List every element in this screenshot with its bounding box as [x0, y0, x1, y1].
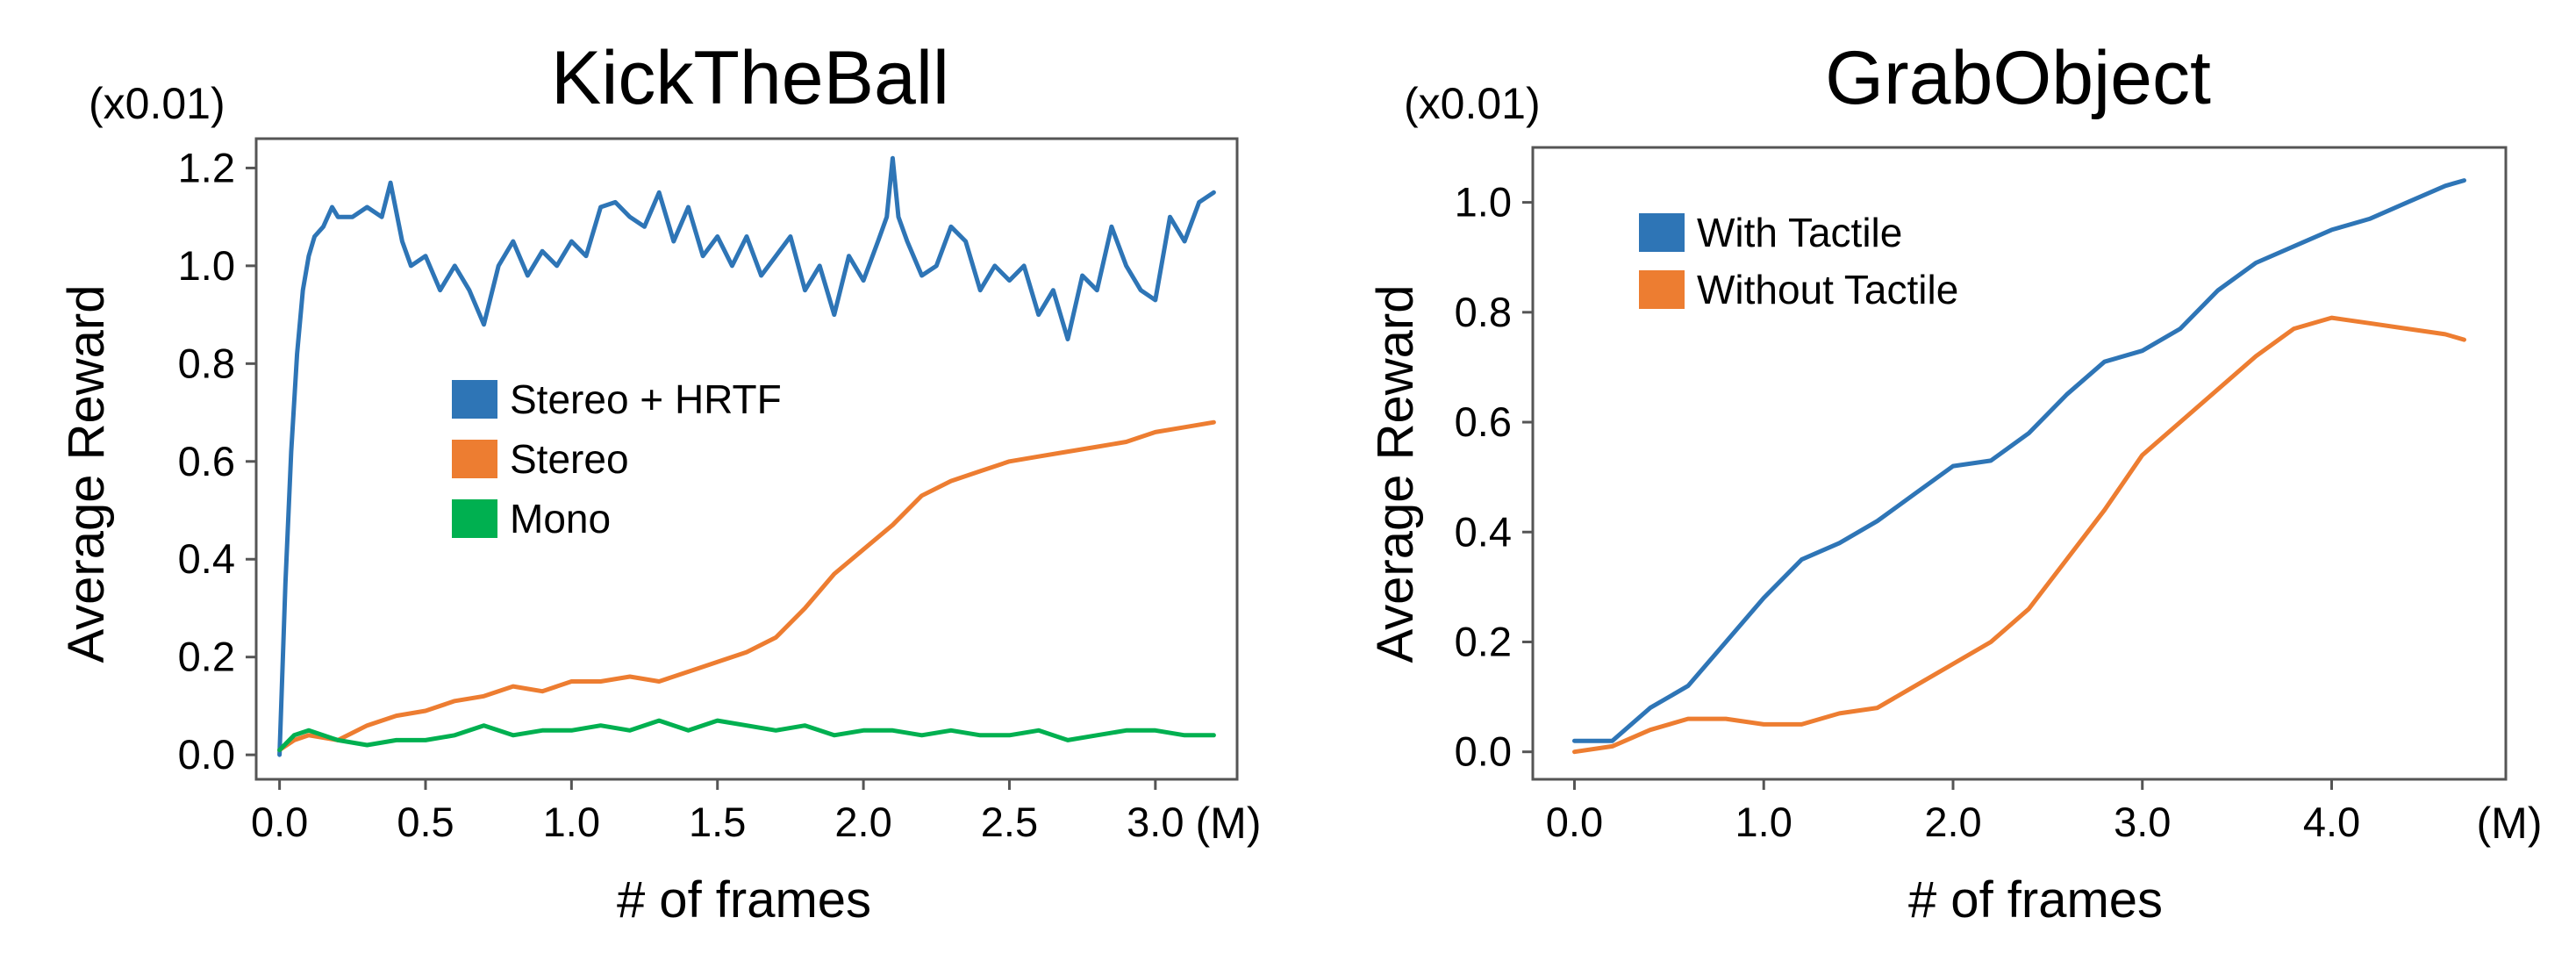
plot-area [254, 137, 1239, 781]
x-tick-label: 2.0 [834, 799, 891, 845]
x-axis-label: # of frames [617, 871, 871, 928]
y-axis-label: Average Reward [1367, 285, 1424, 663]
y-tick-label: 0.2 [1455, 618, 1512, 664]
x-tick-label: 0.0 [1546, 799, 1603, 845]
x-unit-label: (M) [2477, 799, 2543, 848]
legend-swatch [452, 499, 497, 538]
x-ticks: 0.0 1.0 2.0 3.0 4.0 [1546, 779, 2360, 845]
y-unit-label: (x0.01) [1404, 79, 1541, 128]
x-tick-label: 4.0 [2303, 799, 2360, 845]
y-tick-label: 0.0 [178, 731, 235, 778]
y-tick-label: 0.8 [1455, 289, 1512, 335]
legend: With Tactile Without Tactile [1639, 210, 1958, 312]
y-tick-label: 0.4 [1455, 508, 1512, 555]
legend-swatch [452, 380, 497, 419]
y-unit-label: (x0.01) [89, 79, 225, 128]
chart-kicktheball: KickTheBall (x0.01) (M) # of frames Aver… [58, 36, 1261, 928]
x-axis-label: # of frames [1908, 871, 2163, 928]
series-layer [1572, 178, 2466, 755]
x-tick-label: 3.0 [1127, 799, 1184, 845]
x-tick-label: 1.0 [1735, 799, 1792, 845]
x-tick-label: 1.5 [689, 799, 746, 845]
y-tick-label: 0.4 [178, 535, 235, 582]
x-tick-label: 0.5 [397, 799, 454, 845]
x-ticks: 0.0 0.5 1.0 1.5 2.0 2.5 3.0 [251, 779, 1184, 845]
series-line-with-tactile [1572, 178, 2466, 743]
legend-label: Mono [510, 496, 611, 541]
y-tick-label: 1.0 [178, 242, 235, 289]
legend-swatch [452, 440, 497, 478]
x-tick-label: 0.0 [251, 799, 308, 845]
y-tick-label: 0.0 [1455, 728, 1512, 775]
legend-label: Stereo [510, 436, 629, 482]
legend-label: Stereo + HRTF [510, 376, 782, 422]
y-tick-label: 1.2 [178, 144, 235, 190]
y-tick-label: 0.8 [178, 340, 235, 386]
legend-swatch [1639, 270, 1685, 309]
x-unit-label: (M) [1196, 799, 1262, 848]
y-tick-label: 0.6 [1455, 398, 1512, 445]
x-tick-label: 3.0 [2114, 799, 2171, 845]
x-tick-label: 2.5 [981, 799, 1038, 845]
chart-grabobject: GrabObject (x0.01) (M) # of frames Avera… [1367, 36, 2542, 928]
legend: Stereo + HRTF Stereo Mono [452, 376, 782, 541]
series-line-without-tactile [1572, 315, 2466, 755]
x-tick-label: 1.0 [543, 799, 600, 845]
series-line-stereo [277, 419, 1216, 753]
y-tick-label: 0.2 [178, 634, 235, 680]
series-line-stereo-hrtf [277, 155, 1216, 757]
plot-area [1531, 146, 2508, 781]
x-tick-label: 2.0 [1924, 799, 1981, 845]
y-axis-label: Average Reward [58, 285, 115, 663]
chart-title: GrabObject [1825, 36, 2211, 120]
series-layer [277, 155, 1216, 757]
legend-swatch [1639, 213, 1685, 252]
legend-label: Without Tactile [1697, 267, 1958, 312]
chart-title: KickTheBall [551, 36, 949, 120]
legend-label: With Tactile [1697, 210, 1902, 255]
series-line-mono [277, 718, 1216, 753]
y-ticks: 0.0 0.2 0.4 0.6 0.8 1.0 [1455, 179, 1533, 775]
y-tick-label: 1.0 [1455, 179, 1512, 226]
y-ticks: 0.0 0.2 0.4 0.6 0.8 1.0 1.2 [178, 144, 256, 778]
y-tick-label: 0.6 [178, 438, 235, 484]
